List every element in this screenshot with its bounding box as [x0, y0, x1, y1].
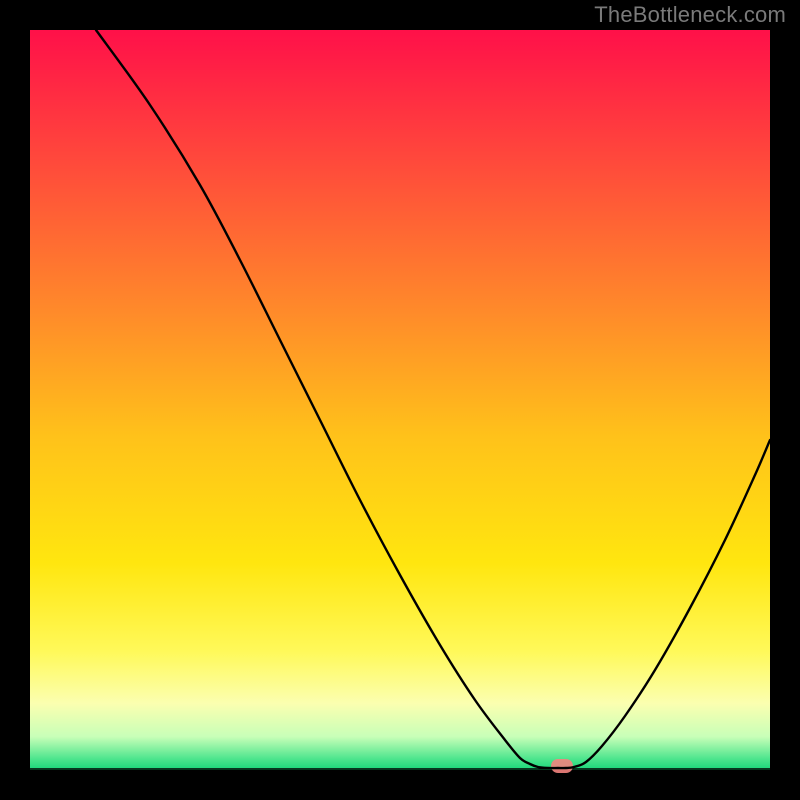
bottleneck-chart — [0, 0, 800, 800]
plot-background — [30, 30, 770, 770]
watermark-text: TheBottleneck.com — [594, 2, 786, 28]
optimum-marker — [551, 759, 573, 773]
